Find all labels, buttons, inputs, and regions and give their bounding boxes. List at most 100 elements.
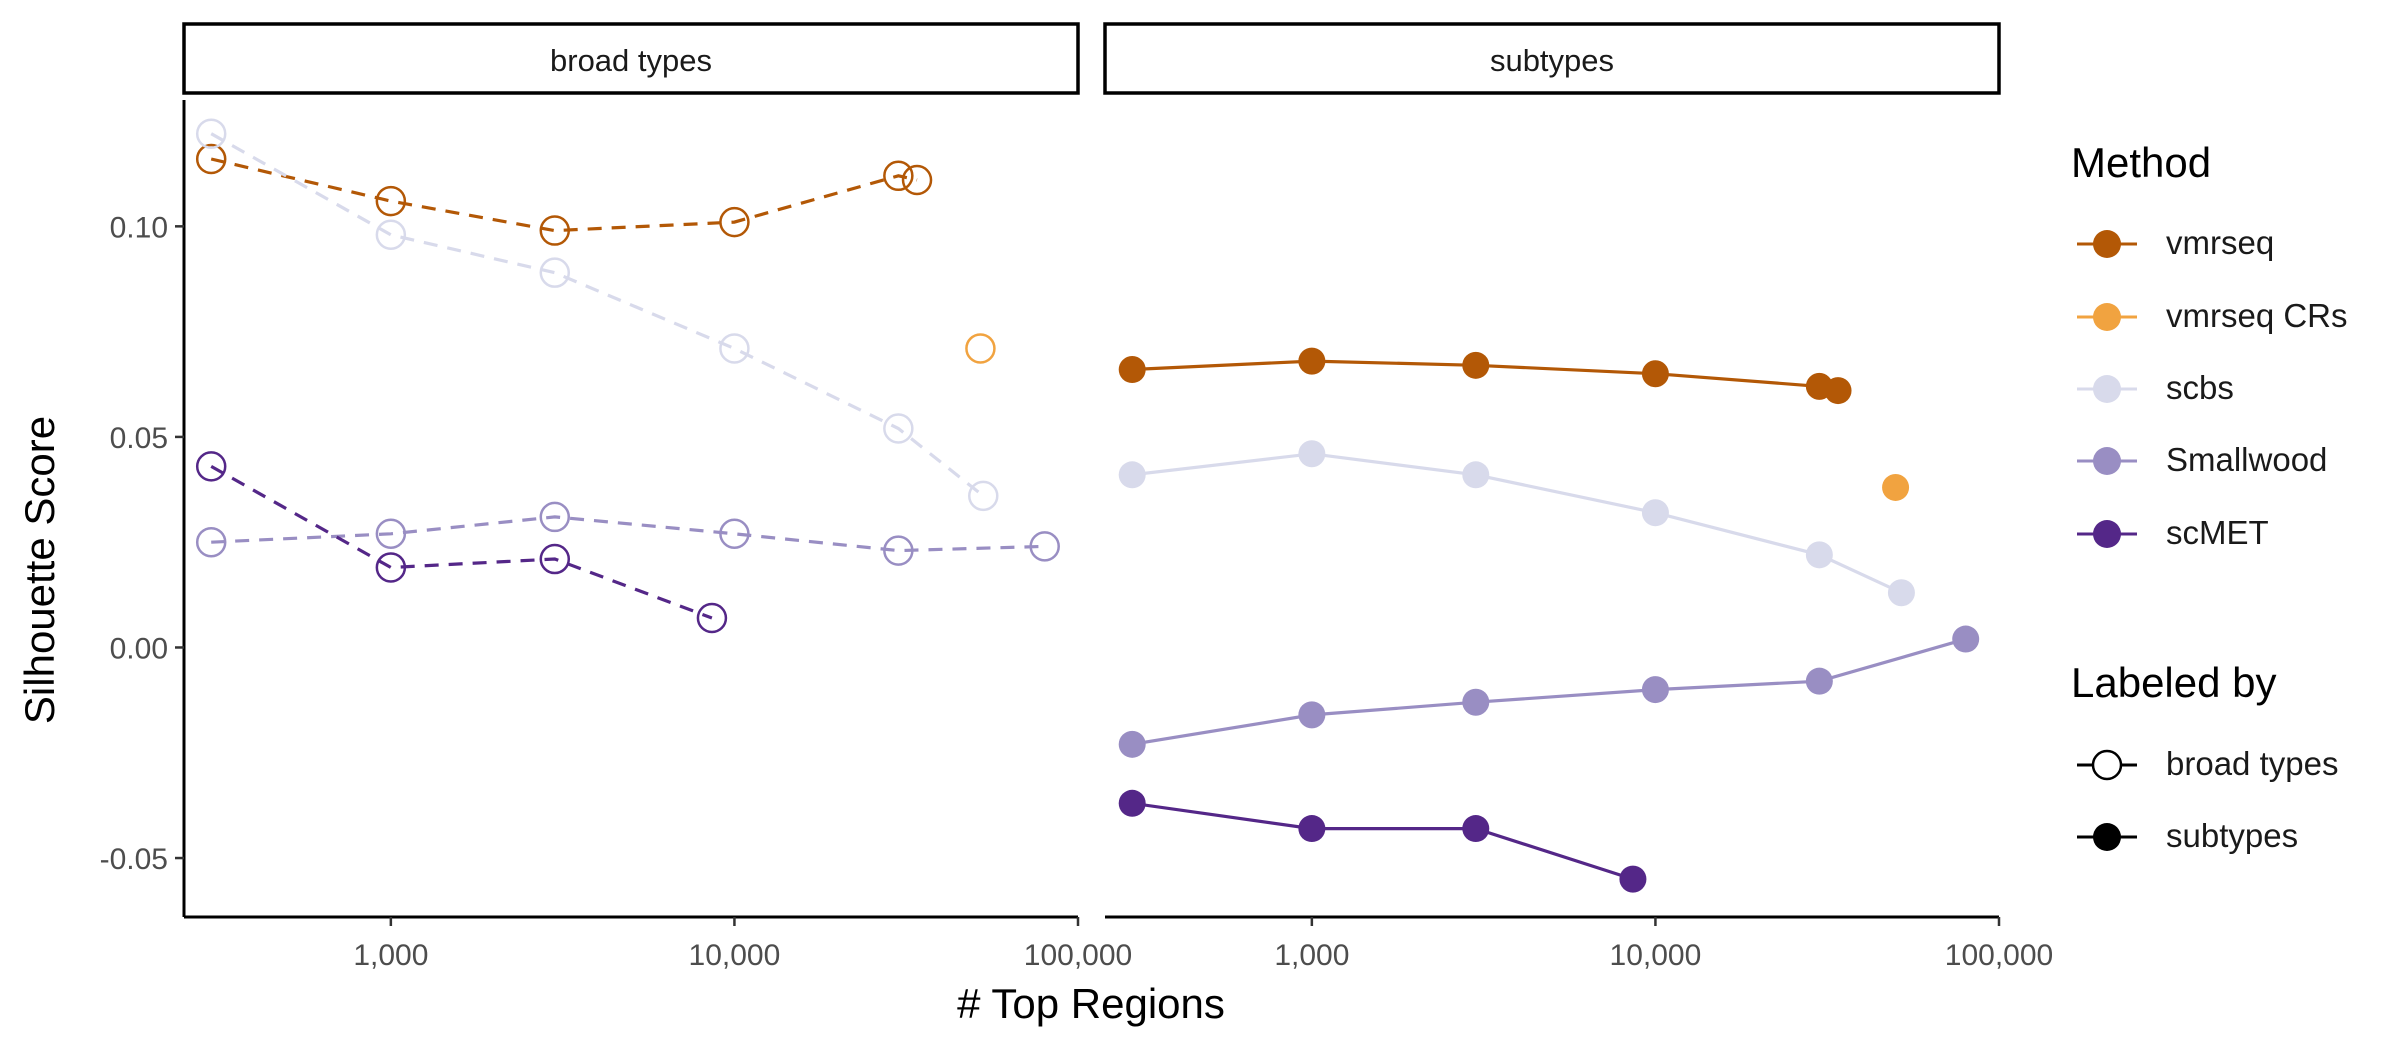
series-line	[210, 157, 918, 233]
data-point	[883, 535, 914, 566]
data-point	[1298, 440, 1326, 468]
series-line	[1131, 801, 1634, 881]
data-point	[195, 451, 227, 482]
legend-key-marker	[2093, 520, 2121, 548]
legend-method-title: Method	[2071, 139, 2211, 186]
data-point	[1641, 676, 1669, 704]
data-point	[883, 160, 914, 192]
data-point	[539, 543, 571, 575]
legend-label: vmrseq	[2166, 224, 2274, 261]
legend-labeled-by: Labeled by broad types subtypes	[2071, 659, 2338, 854]
data-point	[539, 215, 571, 246]
legend-key-marker	[2093, 375, 2121, 403]
data-point	[1118, 789, 1146, 817]
y-axis-title: Silhouette Score	[16, 416, 63, 724]
data-point	[1118, 356, 1146, 384]
x-tick-label: 100,000	[1945, 939, 2053, 972]
strip-broad-types: broad types	[182, 22, 1080, 95]
legend-entry-vmrseq: vmrseq	[2077, 224, 2274, 261]
legend-entry-subtypes: subtypes	[2077, 817, 2298, 854]
legend-key-marker	[2093, 823, 2121, 851]
data-point	[965, 333, 996, 364]
data-point	[539, 257, 571, 288]
series-vmrseq-crs	[1882, 473, 1910, 501]
series-line	[1131, 637, 1967, 746]
data-point	[1462, 815, 1490, 843]
data-point	[1462, 688, 1490, 716]
data-point	[539, 501, 571, 533]
data-point	[195, 118, 227, 149]
legend-entry-broad-types: broad types	[2077, 745, 2338, 782]
series-line	[210, 465, 713, 620]
strip-label: subtypes	[1490, 43, 1614, 78]
y-tick-label: 0.05	[110, 422, 168, 455]
data-point	[1462, 461, 1490, 489]
legend-label: broad types	[2166, 745, 2338, 782]
legend-label: vmrseq CRs	[2166, 297, 2348, 334]
series-vmrseq-crs	[965, 333, 996, 364]
data-point	[1641, 360, 1669, 388]
y-tick-label: -0.05	[100, 843, 168, 876]
series-vmrseq	[1118, 347, 1852, 405]
legend-label: scMET	[2166, 514, 2269, 551]
data-point	[719, 333, 750, 364]
series-scmet	[1118, 789, 1647, 893]
data-point	[1619, 865, 1647, 893]
strip-label: broad types	[550, 43, 712, 78]
panel-broad-types: -0.05 0.00 0.05 0.10 1,000 10,000 100,000	[100, 100, 1132, 972]
panel-subtypes: 1,000 10,000 100,000	[1105, 347, 2053, 972]
legend-entry-smallwood: Smallwood	[2077, 441, 2327, 478]
y-tick-label: 0.10	[110, 211, 168, 244]
data-point	[375, 552, 407, 583]
series-smallwood	[1118, 625, 1980, 758]
series-line	[1132, 452, 1903, 595]
data-point	[1298, 815, 1326, 843]
data-point	[195, 526, 227, 558]
legend-entry-vmrseq-crs: vmrseq CRs	[2077, 297, 2348, 334]
data-point	[883, 413, 914, 444]
data-point	[719, 206, 750, 238]
legend-key-marker	[2091, 749, 2123, 781]
data-point	[1952, 625, 1980, 653]
x-tick-label: 1,000	[353, 939, 428, 972]
legend-method: Method vmrseq vmrseq CRs scbs Smallwood …	[2071, 139, 2348, 551]
series-scbs	[195, 118, 999, 512]
strip-subtypes: subtypes	[1103, 22, 2001, 95]
legend-label: Smallwood	[2166, 441, 2327, 478]
legend-entry-scbs: scbs	[2077, 369, 2234, 406]
series-scbs	[1118, 440, 1915, 607]
strip-box	[1103, 22, 2001, 95]
data-point	[195, 143, 227, 175]
series-smallwood	[195, 501, 1060, 566]
data-point	[901, 164, 933, 196]
x-tick-label: 10,000	[1610, 939, 1702, 972]
series-vmrseq	[195, 143, 933, 246]
data-point	[1641, 499, 1669, 527]
legend-key-marker	[2093, 447, 2121, 475]
data-point	[968, 480, 999, 512]
strip-box	[182, 22, 1080, 95]
data-point	[696, 602, 728, 634]
legend-label: scbs	[2166, 369, 2234, 406]
data-point	[1298, 701, 1326, 729]
data-point	[1118, 461, 1146, 489]
series-line	[211, 515, 1045, 553]
data-point	[1029, 531, 1060, 562]
data-point	[1805, 541, 1833, 569]
legend-key-marker	[2093, 303, 2121, 331]
legend-labeled-title: Labeled by	[2071, 659, 2277, 706]
legend-entry-scmet: scMET	[2077, 514, 2269, 551]
x-tick-label: 100,000	[1024, 939, 1132, 972]
y-tick-label: 0.00	[110, 632, 168, 665]
x-axis-title: # Top Regions	[957, 980, 1225, 1027]
data-point	[1887, 579, 1915, 607]
legend-label: subtypes	[2166, 817, 2298, 854]
x-tick-label: 10,000	[689, 939, 781, 972]
data-point	[1298, 347, 1326, 375]
data-point	[375, 518, 407, 550]
data-point	[375, 185, 407, 217]
data-point	[1882, 473, 1910, 501]
x-tick-label: 1,000	[1274, 939, 1349, 972]
data-point	[1824, 377, 1852, 405]
